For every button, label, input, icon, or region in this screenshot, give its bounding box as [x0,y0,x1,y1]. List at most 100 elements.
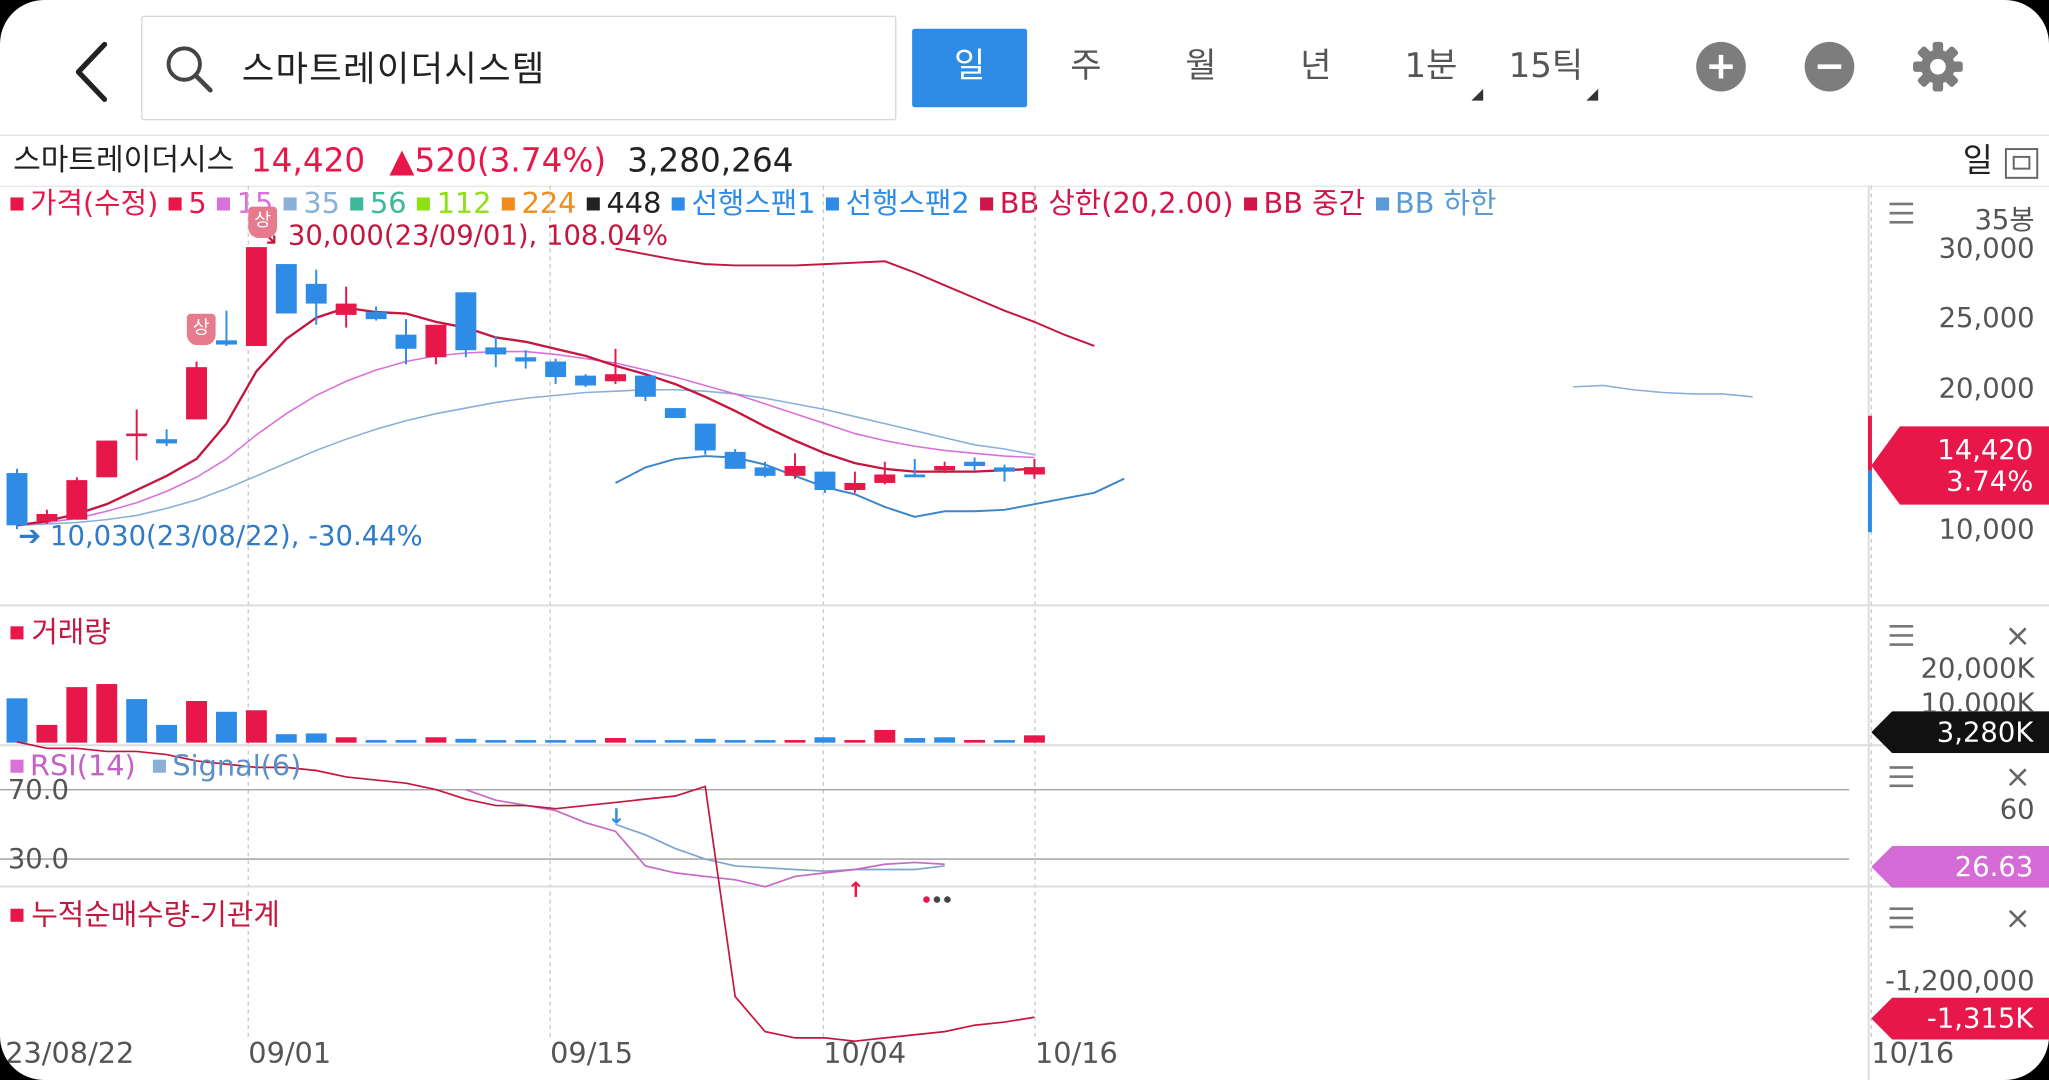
trade-volume: 3,280,264 [627,141,794,180]
current-price-tag-pct: 3.74% [1946,465,2034,497]
x-tick-label: 10/04 [823,1038,907,1071]
candle-body [515,357,537,362]
close-panel-icon[interactable]: × [2004,899,2031,937]
y-tick-label: -1,200,000 [1885,964,2035,997]
tab-day[interactable]: 일 [912,28,1028,108]
candle-body [365,312,387,320]
candle-body [186,367,207,420]
tab-15tick[interactable]: 15틱 [1508,47,1584,87]
volume-tag-value: 3,280K [1936,716,2034,748]
back-arrow-icon[interactable] [63,37,120,108]
volume-bar [545,740,567,743]
legend-item: 선행스팬2 [826,188,970,221]
candle-body [605,374,626,382]
legend-swatch [217,197,231,211]
panel-menu-icon[interactable] [1889,624,1914,646]
legend-swatch [350,197,364,211]
current-price-tag-value: 14,420 [1937,434,2034,466]
legend-swatch [417,197,431,211]
high-annotation-text: 30,000(23/09/01), 108.04% [287,219,669,252]
legend-label: BB 상한(20,2.00) [999,188,1234,221]
volume-title: 거래량 [10,609,111,651]
volume-bar [186,701,207,743]
legend-label: 선행스팬1 [691,188,816,221]
ma5-line [16,306,1035,527]
candle-body [634,375,656,397]
rsi-line [465,788,945,888]
volume-bar [216,711,237,743]
legend-swatch [10,197,24,211]
volume-bar [425,737,447,743]
search-icon [166,46,213,93]
panel-menu-icon[interactable] [1889,202,1914,224]
candle-body [724,451,746,469]
x-tick-label: 10/16 [1871,1038,1955,1071]
volume-bar [305,733,327,743]
legend-item: 448 [586,188,661,221]
legend-label: BB 하한 [1395,188,1497,221]
minus-icon [1817,64,1842,69]
candle-body [305,283,327,304]
volume-bar [664,740,686,743]
volume-bar [96,684,118,743]
panel-menu-icon[interactable] [1889,907,1914,929]
volume-bar [934,737,956,743]
y-tick-label: 20,000 [1938,372,2035,405]
close-panel-icon[interactable]: × [2004,758,2031,795]
y-tick-label: 25,000 [1938,302,2035,334]
legend-label: 가격(수정) [30,188,159,221]
expand-icon[interactable] [2004,148,2039,179]
candle-body [6,473,28,526]
zoom-out-button[interactable] [1804,41,1855,92]
volume-bar [724,740,746,743]
ma35-line [16,388,1035,527]
legend-item: BB 상한(20,2.00) [980,188,1233,221]
volume-bar [874,729,896,743]
current-price-tag [1871,426,2049,505]
legend-label: BB 중간 [1263,188,1365,221]
search-input[interactable]: 스마트레이더시스템 [141,15,897,121]
dropdown-corner-icon [1586,88,1599,101]
volume-bar [964,739,986,743]
panel-menu-icon[interactable] [1889,766,1914,788]
legend-item: 56 [350,188,407,221]
zoom-in-button[interactable] [1696,41,1746,92]
volume-bar [634,740,656,743]
rsi-level-high: 70.0 [7,774,69,806]
tab-month[interactable]: 월 [1185,47,1217,87]
y-tick-label: 10,000K [1920,687,2035,712]
volume-bar [485,740,507,743]
high-annotation: ↘ 30,000(23/09/01), 108.04% [256,220,668,251]
volume-bar [245,710,267,743]
upper-limit-badge: 상 [248,206,278,238]
signal-title: Signal(6) [172,750,302,784]
candle-body [156,439,178,444]
legend-swatch [283,197,297,211]
volume-title-text: 거래량 [31,617,111,650]
inst-title-text: 누적순매수량-기관계 [31,899,280,933]
signal-line [615,823,945,873]
volume-bar [994,740,1015,743]
candle-body [66,480,88,520]
price-change: ▲520(3.74%) [389,141,607,180]
indicator-legend: 가격(수정) 5 15 35 56 112 224 448 선행스팬1 선행스팬2 BB 상한(20… [10,187,1507,224]
volume-bar [275,734,297,743]
candle-body [934,465,956,471]
legend-label: 112 [436,188,492,221]
tab-year[interactable]: 년 [1300,47,1332,87]
gear-icon[interactable] [1910,39,1965,94]
bb-lower-line [615,455,1125,518]
candle-body [485,347,507,355]
candle-body [275,264,297,314]
tab-1min[interactable]: 1분 [1404,47,1458,87]
close-panel-icon[interactable]: × [2004,617,2031,654]
candle-body [994,467,1015,472]
candle-count: 35봉 [1974,203,2035,236]
x-tick-label: 09/01 [248,1038,332,1071]
rsi-tag-value: 26.63 [1954,851,2034,883]
candle-body [575,375,597,386]
tab-week[interactable]: 주 [1070,47,1102,87]
